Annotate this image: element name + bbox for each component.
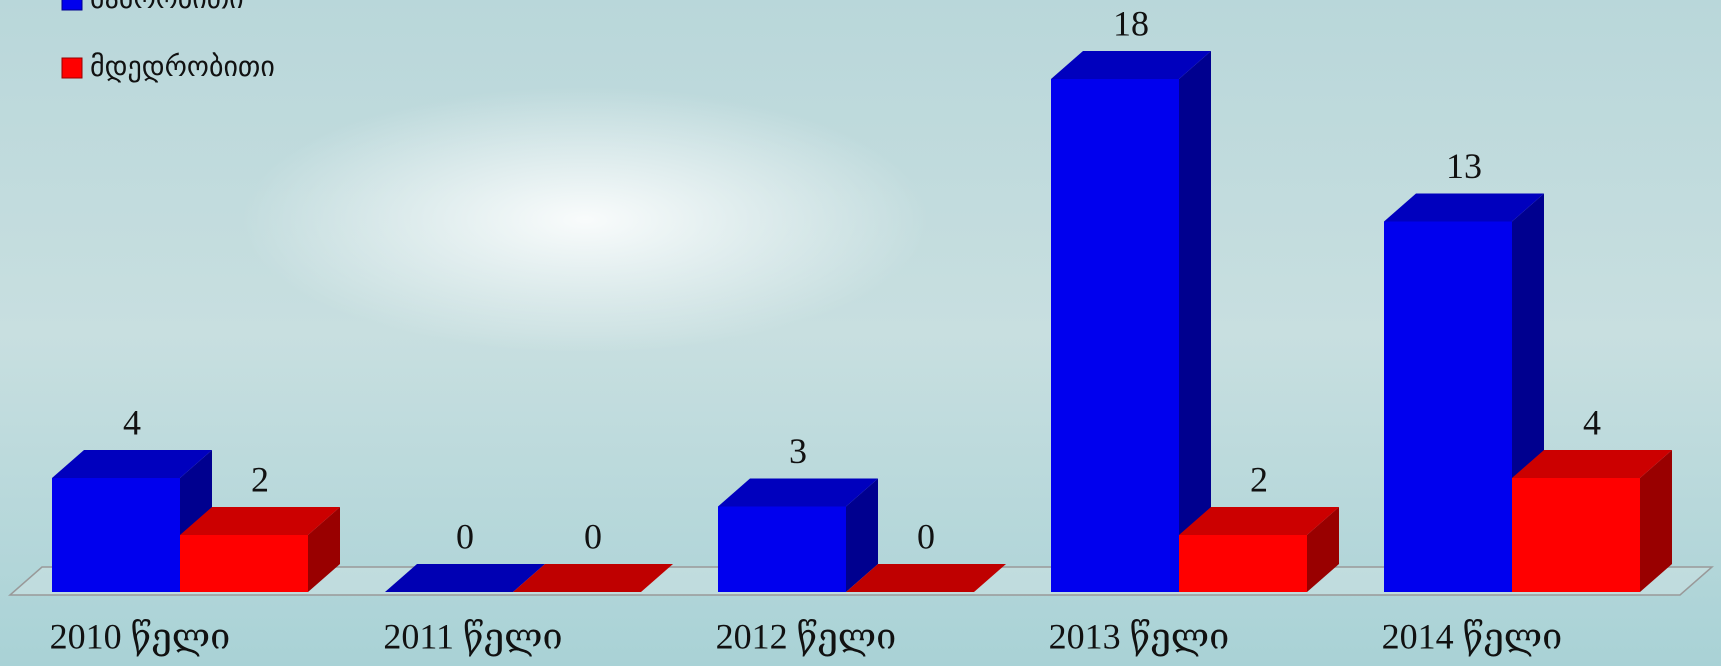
bar [1384, 193, 1544, 592]
bar-face [1051, 51, 1211, 79]
legend-swatch [61, 0, 83, 11]
bar [385, 564, 545, 592]
bar-face [718, 506, 846, 592]
data-label: 3 [789, 431, 807, 471]
bar-face [718, 478, 878, 507]
bar-face [846, 478, 878, 592]
bar-face [52, 450, 212, 478]
bar [846, 564, 1006, 592]
x-tick-label: 2014 წელი [1382, 616, 1563, 656]
bar-face [1307, 507, 1339, 592]
data-label: 2 [1250, 459, 1268, 499]
bar-face [1179, 535, 1307, 592]
bar-face [385, 564, 545, 592]
bar-face [1512, 450, 1672, 478]
bar [1512, 450, 1672, 592]
legend-swatch [61, 57, 83, 79]
bar-face [1640, 450, 1672, 592]
x-tick-label: 2012 წელი [716, 616, 897, 656]
bar-face [1384, 193, 1544, 222]
bar-face [52, 478, 180, 592]
data-label: 4 [123, 402, 141, 442]
bar [718, 478, 878, 592]
bar [1179, 507, 1339, 592]
x-tick-label: 2013 წელი [1049, 616, 1230, 656]
bar-face [846, 564, 1006, 592]
data-label: 18 [1113, 3, 1149, 43]
bar-face [513, 564, 673, 592]
bar-face [1179, 51, 1211, 592]
data-label: 0 [584, 516, 602, 556]
data-label: 4 [1583, 402, 1601, 442]
x-tick-label: 2010 წელი [50, 616, 231, 656]
legend-label: მამრობითი [90, 0, 244, 15]
legend-label: მდედრობითი [90, 50, 275, 83]
bar [1051, 51, 1211, 592]
bar-face [1179, 507, 1339, 535]
data-label: 2 [251, 459, 269, 499]
bar-face [180, 507, 340, 535]
bar-face [1384, 221, 1512, 592]
bar-face [1512, 478, 1640, 592]
data-label: 0 [456, 516, 474, 556]
bar-face [180, 535, 308, 592]
data-label: 13 [1446, 146, 1482, 186]
x-tick-label: 2011 წელი [383, 616, 562, 656]
bar [180, 507, 340, 592]
bar-face [308, 507, 340, 592]
data-label: 0 [917, 516, 935, 556]
bar-face [1051, 79, 1179, 592]
bar [513, 564, 673, 592]
